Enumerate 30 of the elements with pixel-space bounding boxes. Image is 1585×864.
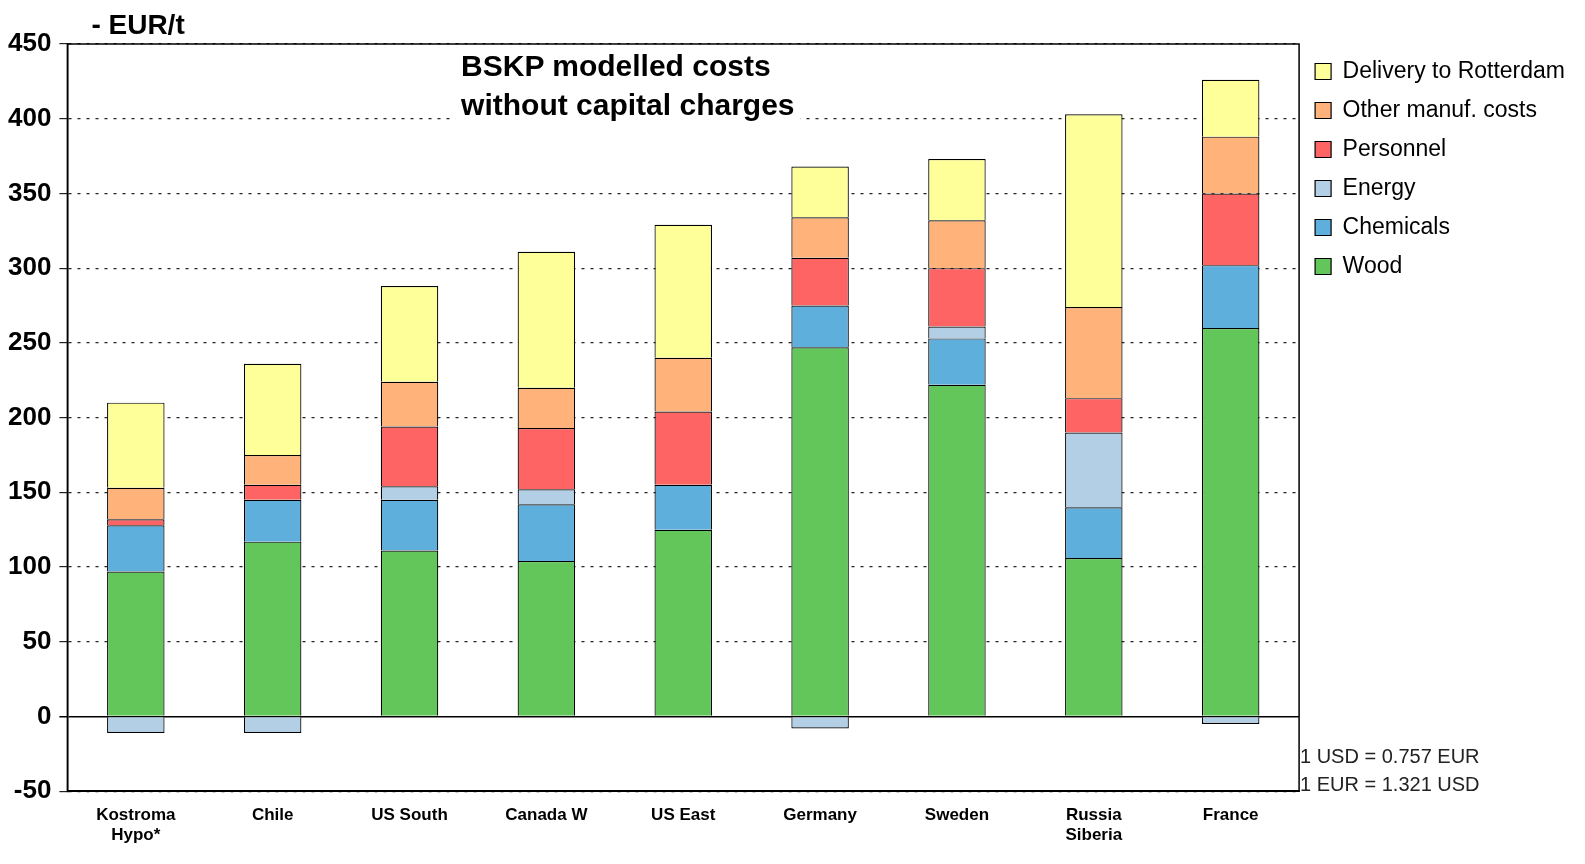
x-tick-label: Sweden	[924, 805, 990, 825]
x-tick-label: Canada W	[505, 805, 589, 825]
legend-label: Personnel	[1342, 134, 1447, 161]
x-tick-label: Russia Siberia	[1065, 805, 1123, 845]
legend-label: Chemicals	[1342, 212, 1450, 239]
y-tick-label: 300	[7, 251, 52, 282]
y-tick-label: 100	[7, 550, 52, 581]
y-tick-label: 350	[7, 176, 52, 207]
legend-label: Other manuf. costs	[1342, 95, 1537, 122]
legend-label: Energy	[1342, 173, 1416, 200]
y-tick-label: -50	[13, 774, 52, 805]
text: 1 USD = 0.757 EUR	[1300, 744, 1480, 769]
y-tick-label: 150	[7, 475, 52, 506]
x-tick-label: US East	[651, 805, 716, 825]
y-tick-label: 450	[7, 27, 52, 58]
legend-label: Wood	[1342, 251, 1403, 278]
x-tick-label: Kostroma Hypo*	[96, 805, 177, 845]
y-tick-label: 0	[36, 699, 52, 730]
y-tick-label: 400	[7, 101, 52, 132]
x-tick-label: France	[1202, 805, 1259, 825]
y-tick-label: 250	[7, 326, 52, 357]
x-tick-label: Germany	[783, 805, 858, 825]
x-tick-label: US South	[371, 805, 448, 825]
legend-label: Delivery to Rotterdam	[1342, 56, 1566, 83]
y-axis-title: - EUR/t	[91, 8, 185, 40]
text: BSKP modelled costs without capital charges	[460, 49, 795, 122]
text: 1 EUR = 1.321 USD	[1300, 772, 1480, 797]
x-tick-label: Chile	[251, 805, 294, 825]
y-tick-label: 200	[7, 400, 52, 431]
y-tick-label: 50	[22, 624, 52, 655]
